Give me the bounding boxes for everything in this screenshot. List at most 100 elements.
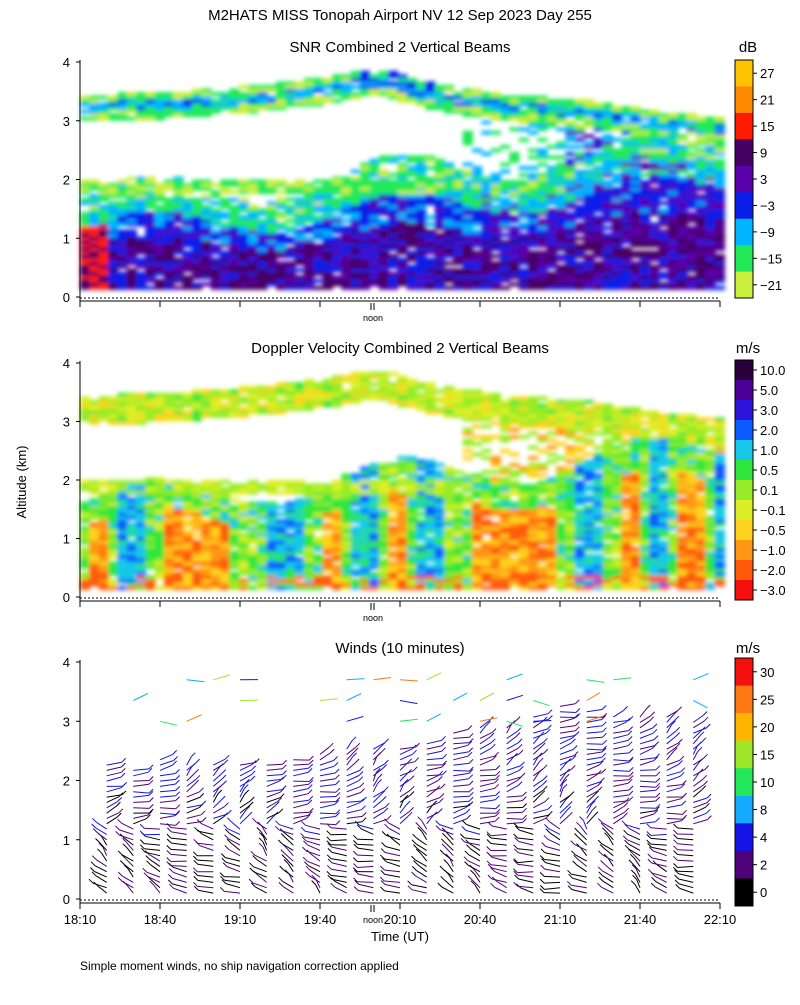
doppler-cell [341,474,351,478]
snr-cell [575,103,585,107]
snr-cell [556,240,566,244]
doppler-cell [416,526,426,530]
snr-cell [565,219,575,223]
doppler-cell [528,421,538,425]
snr-cell [276,247,286,251]
snr-cell [537,180,547,184]
snr-cell [472,272,482,276]
snr-cell [575,155,585,159]
doppler-cell [379,547,389,551]
snr-cell [584,117,594,121]
snr-cell [463,96,473,100]
snr-cell [444,261,454,265]
snr-cell [211,286,221,290]
doppler-cell [239,389,249,393]
snr-cell [556,187,566,191]
snr-cell [136,201,146,205]
snr-cell [304,279,314,283]
snr-cell [593,170,603,174]
snr-cell [164,183,174,187]
doppler-cell [341,572,351,576]
snr-cell [649,187,659,191]
doppler-cell [257,509,267,513]
snr-cell [444,198,454,202]
snr-cell [388,212,398,216]
snr-cell [631,127,641,131]
snr-cell [715,261,725,265]
doppler-cell [519,467,529,471]
doppler-cell [407,558,417,562]
snr-cell [201,99,211,103]
snr-cell [229,233,239,237]
snr-cell [360,215,370,219]
doppler-cell [295,526,305,530]
doppler-cell [304,509,314,513]
doppler-cell [108,407,118,411]
snr-cell [677,208,687,212]
doppler-cell [500,558,510,562]
snr-cell [323,96,333,100]
doppler-field [80,372,725,590]
snr-cell [621,229,631,233]
doppler-cell [211,582,221,586]
snr-cell [687,159,697,163]
snr-cell [640,184,650,188]
doppler-cell [519,424,529,428]
snr-cell [584,141,594,145]
snr-cell [687,265,697,269]
doppler-cell [575,502,585,506]
snr-cell [313,251,323,255]
snr-cell [416,198,426,202]
doppler-cell [155,565,165,569]
snr-cell [397,222,407,226]
snr-cell [453,215,463,219]
doppler-cell [369,540,379,544]
snr-cell [584,205,594,209]
doppler-cell [397,502,407,506]
snr-cell [491,187,501,191]
doppler-cell [145,565,155,569]
snr-cell [192,268,202,272]
doppler-cell [500,477,510,481]
snr-cell [239,215,249,219]
doppler-cell [491,547,501,551]
snr-cell [369,208,379,212]
doppler-cell [155,414,165,418]
doppler-cell [453,575,463,579]
snr-cell [453,110,463,114]
snr-cell [89,205,99,209]
doppler-cell [463,474,473,478]
snr-cell [117,190,127,194]
doppler-cell [481,424,491,428]
snr-cell [164,110,174,114]
snr-cell [276,240,286,244]
snr-cell [603,233,613,237]
snr-cell [631,155,641,159]
snr-cell [537,184,547,188]
doppler-cell [472,561,482,565]
snr-cell [425,251,435,255]
snr-cell [379,275,389,279]
snr-cell [127,183,137,187]
snr-cell [631,222,641,226]
colorbar-label: −3 [760,198,775,213]
snr-cell [295,183,305,187]
snr-cell [509,233,519,237]
snr-cell [145,92,155,96]
doppler-cell [547,424,557,428]
snr-cell [80,251,90,255]
snr-cell [593,166,603,170]
snr-cell [444,180,454,184]
doppler-cell [547,407,557,411]
doppler-cell [528,509,538,513]
snr-cell [659,229,669,233]
doppler-cell [565,558,575,562]
snr-cell [407,173,417,177]
snr-cell [388,183,398,187]
doppler-cell [463,575,473,579]
snr-cell [155,272,165,276]
snr-cell [509,191,519,195]
snr-cell [668,134,678,138]
snr-cell [407,159,417,163]
doppler-cell [407,530,417,534]
